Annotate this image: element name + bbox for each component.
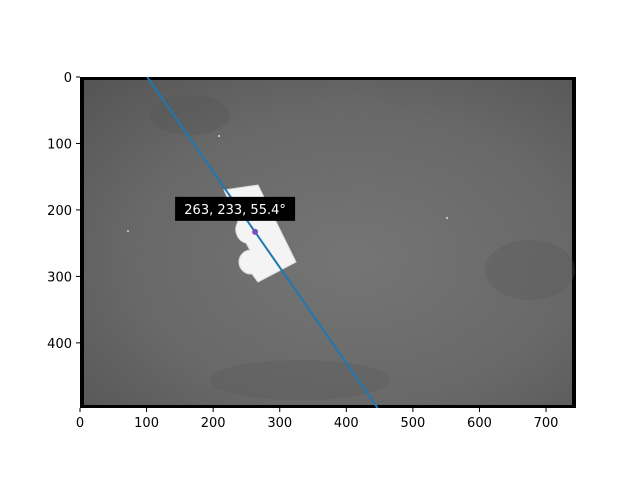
axes: 0 100 200 300 400 500 600 700 0 100 200 300 400 263… (47, 71, 576, 431)
speck (446, 217, 448, 219)
annotation-text: 263, 233, 55.4° (184, 203, 286, 218)
x-tick-label: 700 (534, 416, 559, 431)
x-tick-label: 600 (467, 416, 492, 431)
x-tick-label: 500 (400, 416, 425, 431)
center-point (252, 228, 259, 235)
x-axis: 0 100 200 300 400 500 600 700 (76, 408, 559, 431)
surface-shadow (210, 360, 390, 400)
y-tick-label: 200 (47, 204, 72, 219)
orientation-line (146, 77, 379, 408)
surface-shadow (485, 240, 575, 300)
annotation-box: 263, 233, 55.4° (175, 196, 296, 221)
speck (218, 135, 220, 137)
y-tick-label: 100 (47, 137, 72, 152)
x-tick-label: 100 (134, 416, 159, 431)
y-tick-label: 300 (47, 270, 72, 285)
x-tick-label: 400 (334, 416, 359, 431)
y-tick-label: 0 (64, 71, 72, 86)
surface-shadow (150, 95, 230, 135)
y-axis: 0 100 200 300 400 (47, 71, 80, 352)
x-tick-label: 200 (201, 416, 226, 431)
photo-background (84, 80, 572, 405)
speck (127, 230, 129, 232)
annotation-background (175, 196, 296, 221)
x-tick-label: 300 (267, 416, 292, 431)
image-panel (80, 77, 576, 408)
x-tick-label: 0 (76, 416, 84, 431)
y-tick-label: 400 (47, 337, 72, 352)
